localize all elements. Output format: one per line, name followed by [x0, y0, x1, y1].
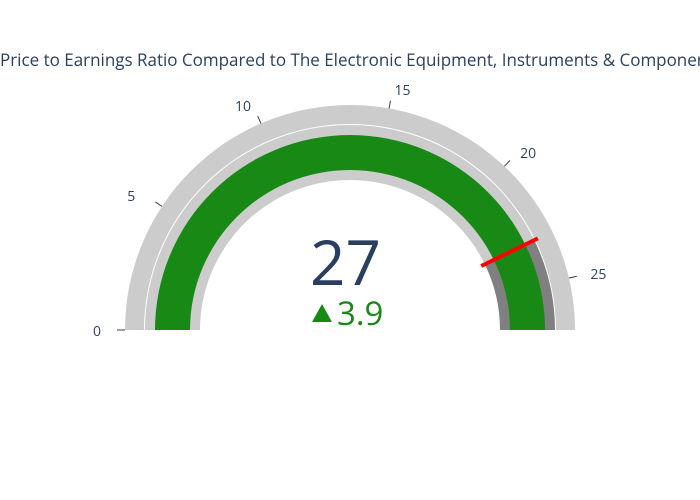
tick-0: 0 [93, 322, 101, 341]
tick-10: 10 [235, 97, 251, 116]
delta-value: 3.9 [337, 290, 383, 335]
chart-title: Price to Earnings Ratio Compared to The … [0, 48, 700, 71]
gauge-chart: Price to Earnings Ratio Compared to The … [0, 0, 700, 500]
tick-20: 20 [520, 144, 536, 163]
tick-25: 25 [590, 265, 606, 284]
tick-5: 5 [127, 187, 135, 206]
tick-15: 15 [395, 81, 411, 100]
gauge-delta: 3.9 [310, 290, 383, 335]
delta-up-icon [310, 301, 334, 325]
